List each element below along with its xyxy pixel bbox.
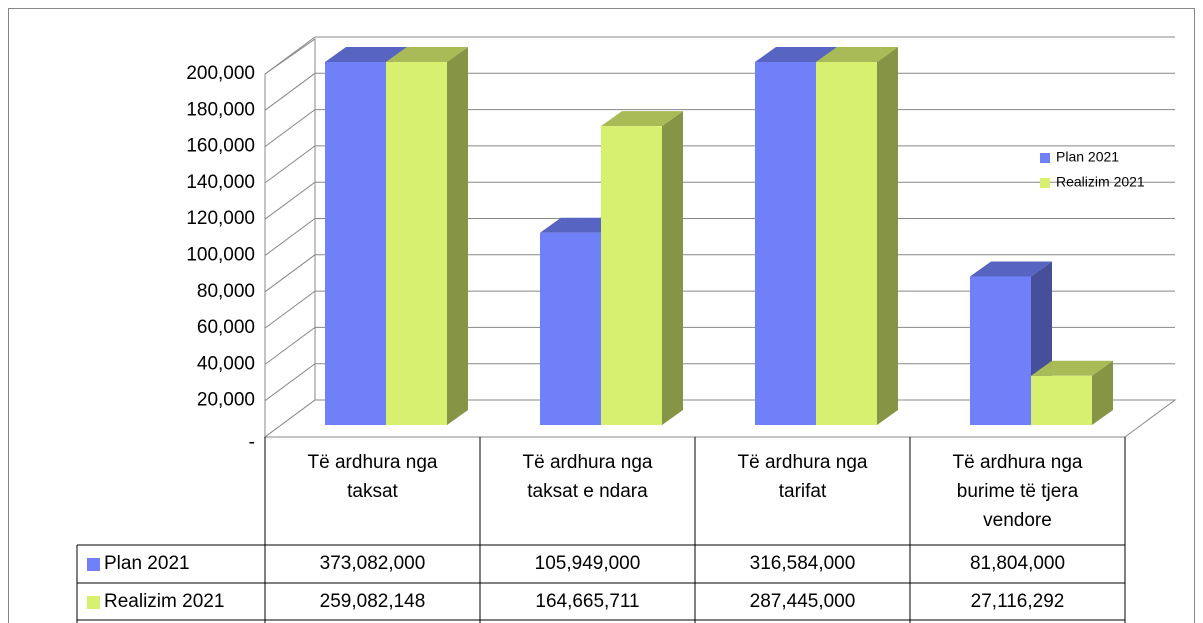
y-tick-label: 160,000 xyxy=(186,136,255,157)
floor xyxy=(263,399,1177,438)
row-label: Realizim 2021 xyxy=(104,591,225,612)
bar-side xyxy=(447,47,468,425)
category-label: Të ardhura nga taksat e ndara xyxy=(522,452,653,502)
y-tick-label: 140,000 xyxy=(186,172,255,193)
legend-swatch xyxy=(1040,178,1050,188)
bar xyxy=(386,62,447,425)
bar-top xyxy=(601,111,683,127)
grid-line xyxy=(264,36,1175,75)
table-legend-swatch xyxy=(87,558,100,571)
bar-side xyxy=(877,47,898,425)
table-legend-swatch xyxy=(87,596,100,609)
legend-swatch xyxy=(1040,153,1050,163)
row-label: Plan 2021 xyxy=(104,553,190,574)
bar-top xyxy=(1031,360,1113,376)
chart-border xyxy=(8,8,1195,623)
table-value: 287,445,000 xyxy=(749,591,856,612)
bar-side xyxy=(662,111,683,425)
bar xyxy=(970,276,1031,425)
category-label: Të ardhura nga burime të tjera vendore xyxy=(952,452,1083,531)
table-value: 373,082,000 xyxy=(319,553,426,574)
legend-label: Plan 2021 xyxy=(1056,149,1119,165)
bar xyxy=(540,232,601,425)
table-value: 259,082,148 xyxy=(319,591,426,612)
bar-top xyxy=(816,47,898,62)
table-value: 81,804,000 xyxy=(969,553,1066,574)
y-tick-label: 40,000 xyxy=(197,353,255,374)
bar xyxy=(755,62,816,425)
category-label: Të ardhura nga taksat xyxy=(307,452,438,502)
category-label: Të ardhura nga tarifat xyxy=(737,452,868,502)
y-tick-label: 80,000 xyxy=(197,281,255,302)
y-tick-label: 20,000 xyxy=(197,390,255,411)
legend-label: Realizim 2021 xyxy=(1056,174,1145,190)
y-tick-label: 120,000 xyxy=(186,208,255,229)
bar xyxy=(325,62,386,425)
bar-side xyxy=(1092,360,1113,425)
bar-top xyxy=(386,47,468,62)
bar xyxy=(601,126,662,425)
table-value: 27,116,292 xyxy=(970,591,1065,612)
bar xyxy=(1031,375,1092,425)
table-value: 164,665,711 xyxy=(535,591,640,612)
bar-top xyxy=(325,47,407,62)
y-tick-label: 100,000 xyxy=(186,245,255,266)
y-tick-label: 180,000 xyxy=(186,99,255,120)
table-value: 316,584,000 xyxy=(749,553,856,574)
side-wall xyxy=(264,38,316,438)
bar xyxy=(816,62,877,425)
bar-top xyxy=(755,47,837,62)
bar-top xyxy=(970,261,1052,277)
y-tick-label: - xyxy=(249,432,255,453)
y-tick-label: 60,000 xyxy=(197,317,255,338)
table-value: 105,949,000 xyxy=(534,553,641,574)
y-tick-label: 200,000 xyxy=(186,63,255,84)
